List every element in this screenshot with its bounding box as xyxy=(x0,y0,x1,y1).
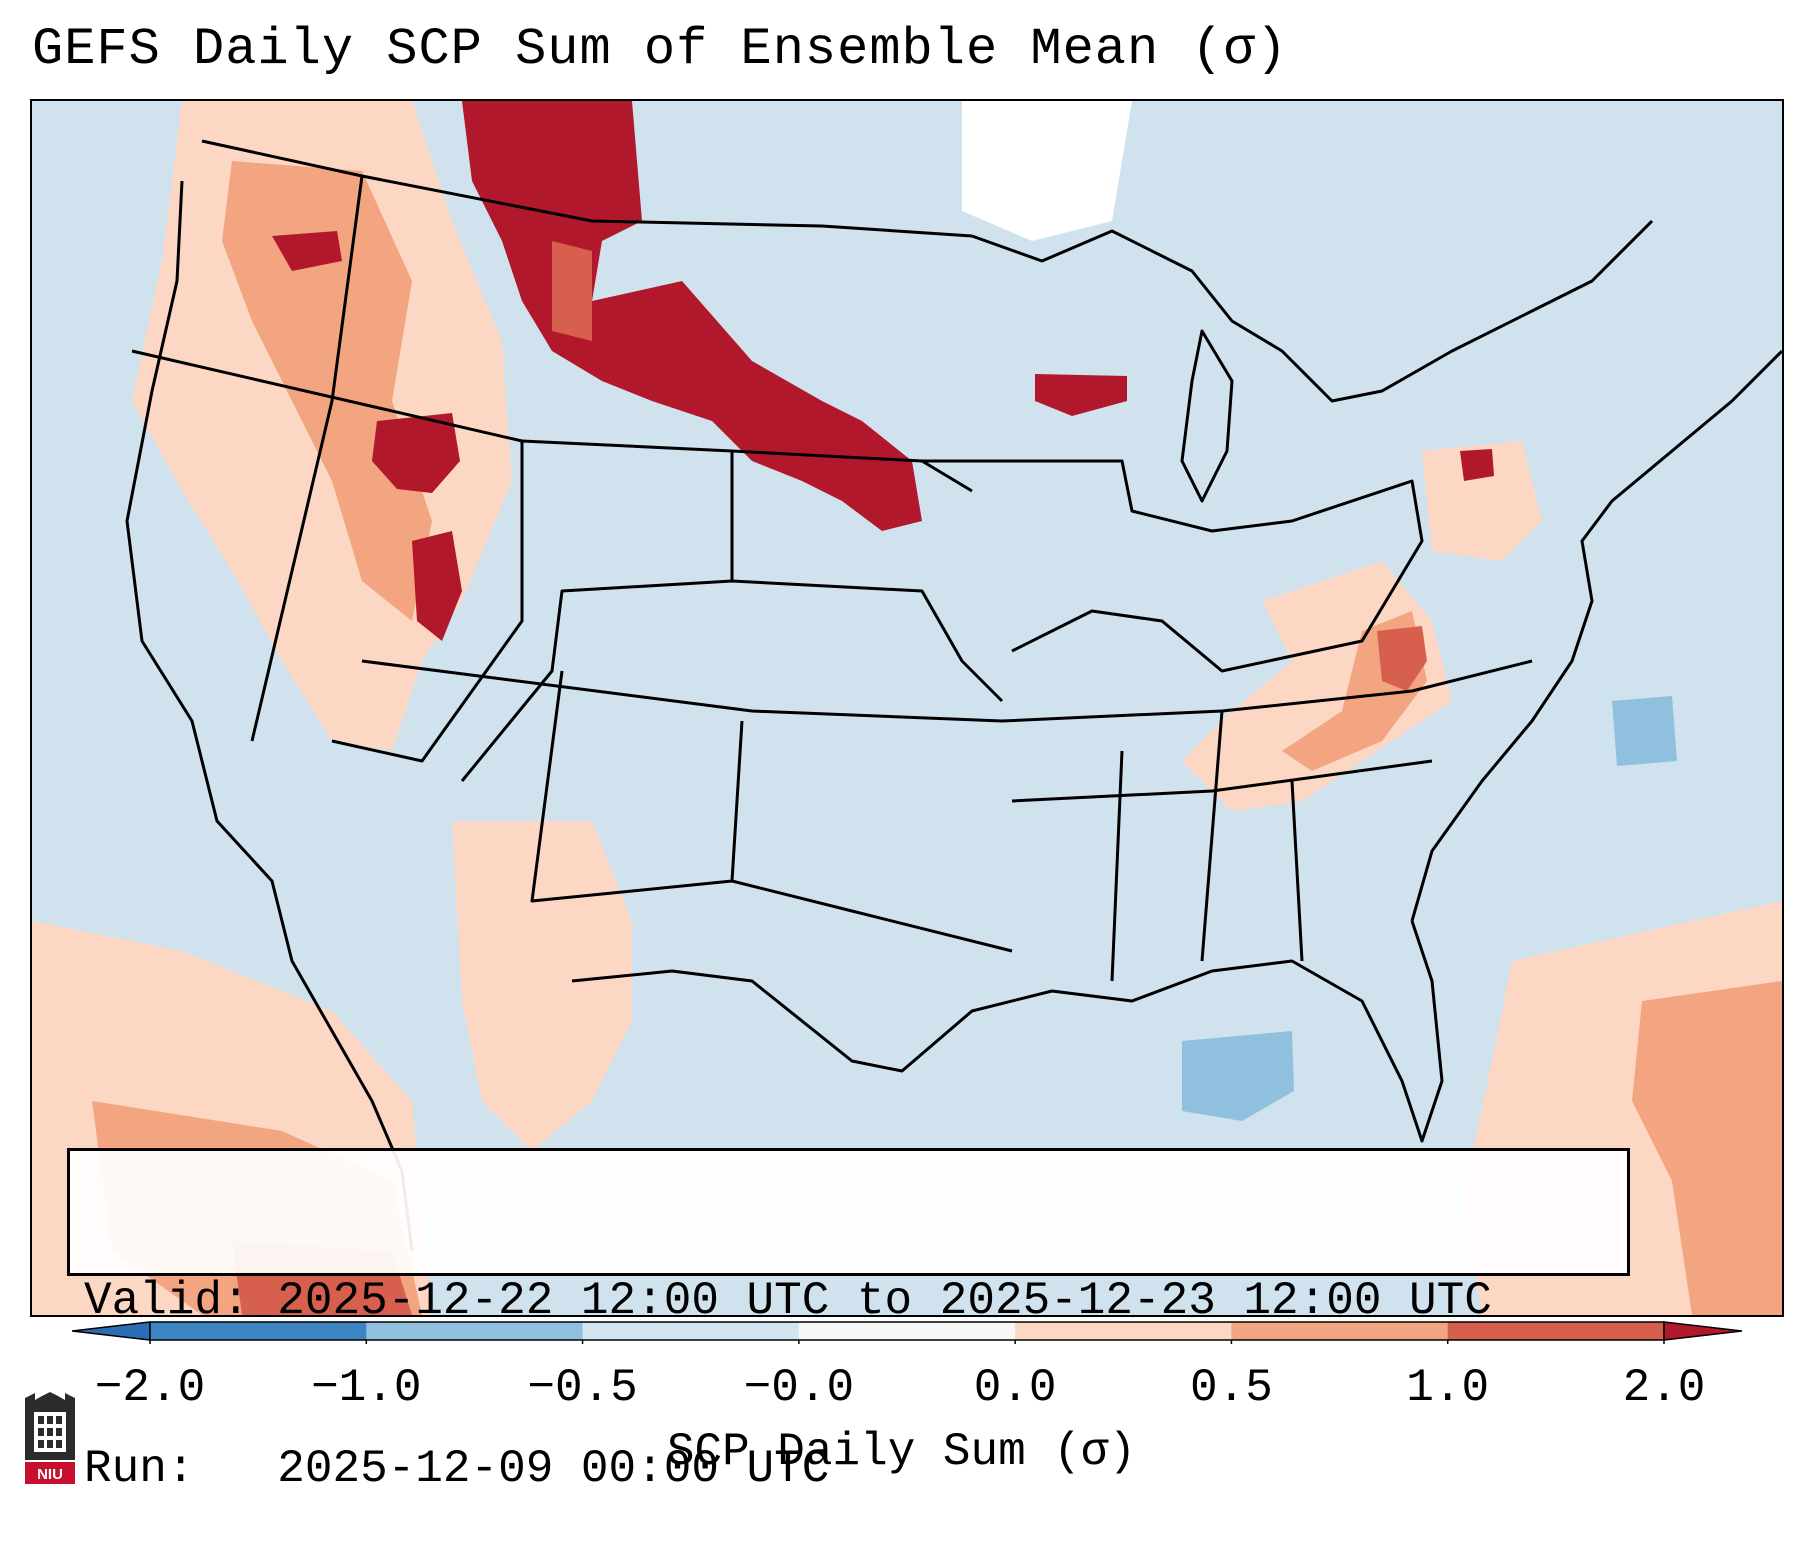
colorbar-tick-label: −2.0 xyxy=(94,1362,206,1414)
atlantic-coast-line xyxy=(1410,349,1782,922)
valid-value: 2025-12-22 12:00 UTC to 2025-12-23 12:00… xyxy=(277,1275,1492,1327)
atlantic-negative-anomaly xyxy=(1612,696,1677,766)
colorbar-label: SCP Daily Sum (σ) xyxy=(666,1426,1137,1478)
idaho-strong-anomaly-2 xyxy=(412,531,462,641)
state-line-southeast xyxy=(1001,659,1533,982)
atlantic-moderate-anomaly xyxy=(1632,981,1782,1315)
wisconsin-strong-anomaly xyxy=(1035,374,1127,416)
colorbar-outline xyxy=(149,1321,1665,1341)
west-virginia-strong-anomaly xyxy=(1377,626,1427,691)
colorbar-bin xyxy=(1015,1322,1232,1340)
montana-dakota-strong-anomaly xyxy=(462,101,922,531)
positive-anomaly-layer xyxy=(32,101,1782,1315)
colorbar-bin xyxy=(150,1322,367,1340)
run-label: Run: xyxy=(84,1443,195,1495)
state-line-midwest xyxy=(922,459,1424,673)
lake-michigan-outline xyxy=(1180,329,1234,503)
run-value: 2025-12-09 00:00 UTC xyxy=(277,1443,830,1495)
state-line-nw xyxy=(131,175,524,763)
colorbar-extend-low xyxy=(72,1321,151,1341)
map-title: GEFS Daily SCP Sum of Ensemble Mean (σ) xyxy=(32,20,1288,79)
valid-row: Valid: 2025-12-22 12:00 UTC to 2025-12-2… xyxy=(84,1273,1613,1329)
valid-time-box: Valid: 2025-12-22 12:00 UTC to 2025-12-2… xyxy=(67,1148,1630,1495)
colorbar-tick-label: 2.0 xyxy=(1622,1362,1706,1414)
canada-border-line xyxy=(201,139,973,238)
colorbar-bin xyxy=(1231,1322,1449,1340)
colorbar-tick-label: 0.0 xyxy=(973,1362,1057,1414)
colorbar-tick-label: −0.5 xyxy=(527,1362,638,1414)
colorbar xyxy=(72,1321,1742,1344)
colorbar-tick-label: 1.0 xyxy=(1406,1362,1490,1414)
gulf-coast-line xyxy=(571,920,1444,1143)
mexico-anomaly xyxy=(452,821,632,1151)
colorbar-bin xyxy=(582,1322,800,1340)
niu-logo-text: NIU xyxy=(37,1466,63,1483)
colorbar-tick-label: −0.0 xyxy=(743,1362,855,1414)
niu-logo-windows xyxy=(38,1416,62,1448)
colorbar-bins xyxy=(72,1321,1742,1344)
colorbar-tick-label: 0.5 xyxy=(1190,1362,1273,1414)
map-svg xyxy=(32,101,1782,1315)
niu-logo: NIU xyxy=(25,1392,75,1484)
pacific-northwest-moderate xyxy=(222,161,432,621)
west-coast-line xyxy=(125,180,414,1252)
gulf-negative-anomaly xyxy=(1182,1031,1294,1121)
colorbar-bin xyxy=(798,1322,1016,1340)
washington-strong-anomaly xyxy=(272,231,342,271)
pennsylvania-anomaly xyxy=(1422,441,1542,561)
run-row: Run: 2025-12-09 00:00 UTC xyxy=(84,1441,1613,1497)
canada-neutral-area xyxy=(962,101,1132,241)
montana-moderate-anomaly xyxy=(552,241,592,341)
idaho-strong-anomaly xyxy=(372,413,460,493)
state-line-central xyxy=(460,439,1004,782)
boundary-lines xyxy=(125,139,1782,1252)
colorbar-extend-high xyxy=(1663,1321,1742,1341)
colorbar-bin xyxy=(366,1322,584,1340)
great-lakes-outline xyxy=(971,219,1654,403)
map-panel xyxy=(30,99,1784,1317)
colorbar-tick-label: −1.0 xyxy=(311,1362,422,1414)
valid-label: Valid: xyxy=(84,1275,250,1327)
niu-logo-banner xyxy=(25,1462,75,1484)
pennsylvania-strong-anomaly xyxy=(1460,449,1494,481)
colorbar-bin xyxy=(1447,1322,1665,1340)
state-line-southwest xyxy=(361,659,1013,953)
